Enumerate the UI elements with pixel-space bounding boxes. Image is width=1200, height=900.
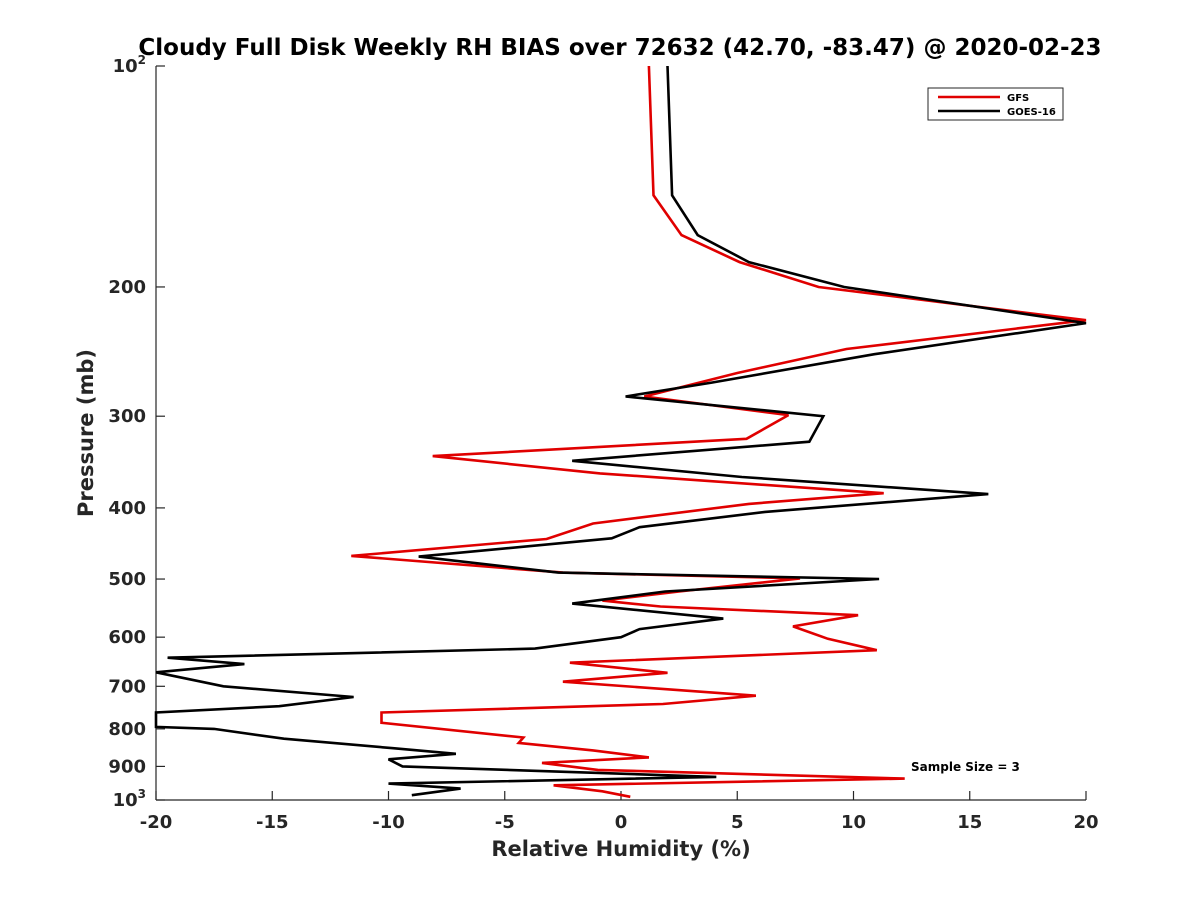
- y-axis-label: Pressure (mb): [74, 349, 98, 517]
- series-lines: [154, 65, 1087, 799]
- legend-label-goes16: GOES-16: [1007, 107, 1056, 118]
- x-tick-label: 0: [615, 812, 628, 833]
- y-tick-label: 300: [108, 406, 146, 427]
- y-tick-label: 500: [108, 569, 146, 590]
- y-tick-label: 200: [108, 277, 146, 298]
- legend-label-gfs: GFS: [1007, 93, 1029, 104]
- x-tick-label: 5: [731, 812, 744, 833]
- y-tick-label: 600: [108, 627, 146, 648]
- y-tick-label: 102: [113, 53, 146, 77]
- y-axis-ticks: 102 200 300 400 500 600 700 800 900 103: [108, 53, 165, 811]
- x-tick-label: 15: [957, 812, 982, 833]
- series-line-goes16: [154, 65, 1087, 797]
- sample-size-annotation: Sample Size = 3: [911, 760, 1020, 774]
- x-axis-ticks: -20 -15 -10 -5 0 5 10 15 20: [140, 791, 1099, 833]
- plot-area: [156, 66, 1086, 800]
- x-tick-label: -20: [140, 812, 173, 833]
- x-tick-label: 20: [1073, 812, 1098, 833]
- x-tick-label: -15: [256, 812, 289, 833]
- series-line-gfs: [351, 65, 1087, 799]
- y-tick-label: 700: [108, 676, 146, 697]
- x-tick-label: -5: [495, 812, 515, 833]
- y-tick-label: 400: [108, 498, 146, 519]
- legend-box: [927, 87, 1064, 121]
- y-tick-label: 900: [108, 756, 146, 777]
- x-tick-label: 10: [841, 812, 866, 833]
- y-tick-label: 103: [113, 787, 146, 811]
- x-axis-label: Relative Humidity (%): [491, 837, 750, 861]
- legend: GFS GOES-16: [927, 87, 1064, 121]
- y-tick-label: 800: [108, 719, 146, 740]
- x-tick-label: -10: [372, 812, 405, 833]
- chart-title: Cloudy Full Disk Weekly RH BIAS over 726…: [138, 35, 1101, 61]
